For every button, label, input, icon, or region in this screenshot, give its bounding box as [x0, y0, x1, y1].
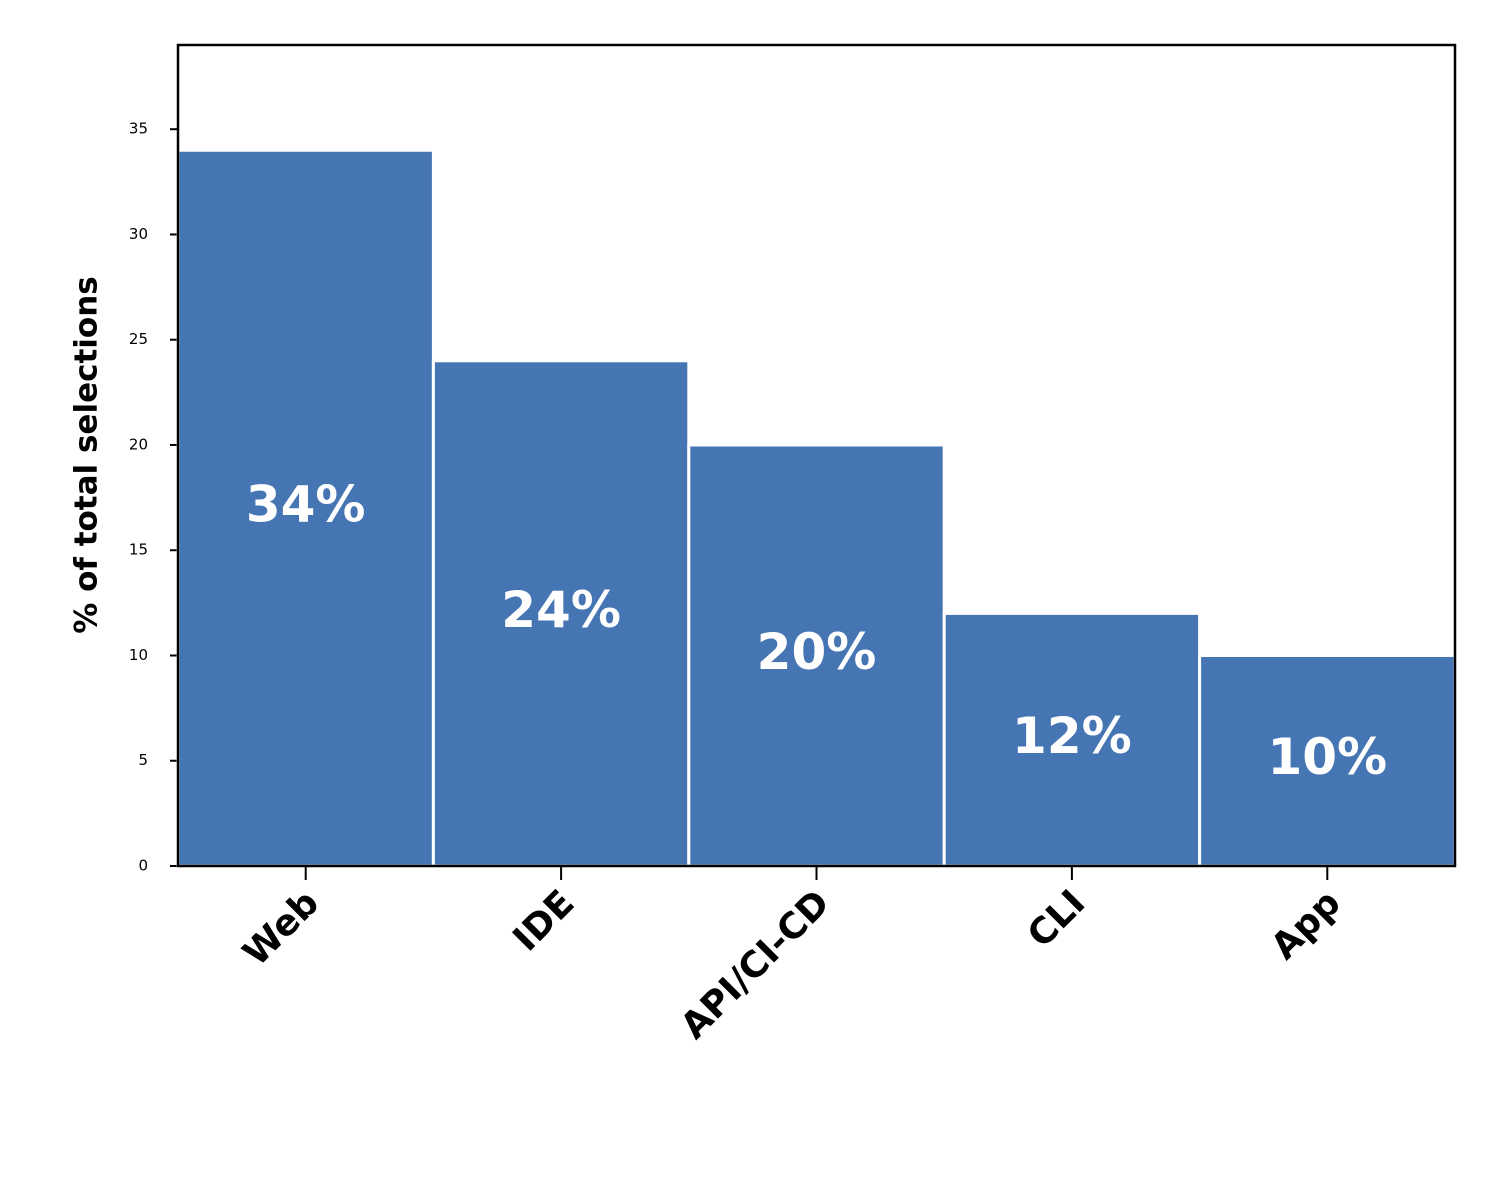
x-tick-label: API/CI-CD [673, 882, 838, 1047]
y-tick-label: 30 [129, 225, 148, 243]
y-tick-label: 25 [129, 330, 148, 348]
x-tick-label: App [1264, 882, 1349, 967]
value-label: 12% [1012, 707, 1132, 765]
x-tick-label: Web [235, 882, 327, 974]
value-label: 34% [246, 476, 366, 534]
y-tick-label: 35 [129, 120, 148, 138]
value-label: 10% [1267, 728, 1387, 786]
bar [687, 443, 946, 868]
y-tick-label: 0 [138, 857, 148, 875]
value-label: 24% [501, 581, 621, 639]
value-label: 20% [757, 623, 877, 681]
y-tick-label: 5 [138, 751, 148, 769]
plot-frame [176, 43, 1457, 868]
x-tick-label: IDE [506, 882, 583, 959]
y-tick-label: 15 [129, 541, 148, 559]
y-tick-label: 20 [129, 435, 148, 453]
y-tick-label: 10 [129, 646, 148, 664]
y-axis-label: % of total selections [69, 276, 105, 633]
x-tick-label: CLI [1020, 882, 1093, 955]
bar [431, 359, 691, 868]
